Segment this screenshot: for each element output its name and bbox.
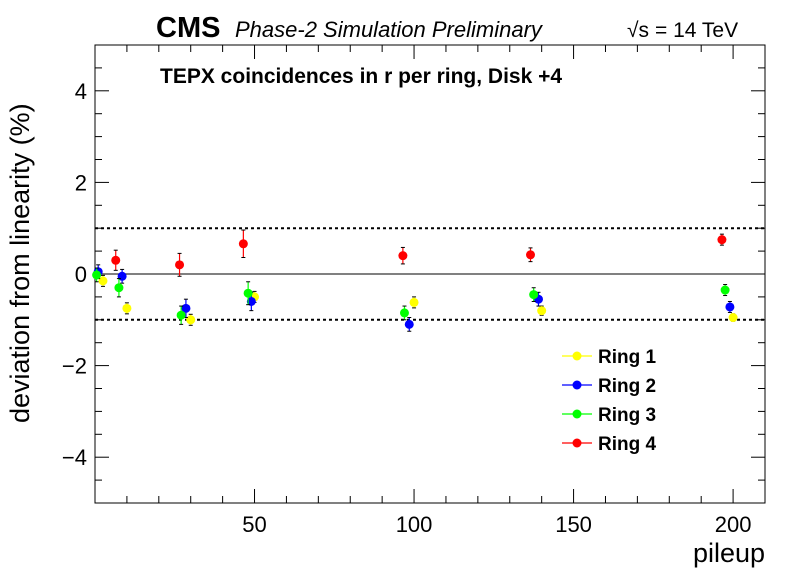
legend-marker [572, 351, 582, 361]
status-label: Phase-2 Simulation Preliminary [235, 17, 544, 42]
data-point [122, 303, 132, 313]
data-point [98, 276, 108, 286]
x-tick-label: 100 [396, 512, 433, 537]
data-point [728, 313, 738, 323]
legend-marker [572, 438, 582, 448]
data-point [238, 239, 248, 249]
data-point [720, 285, 730, 295]
series-1 [98, 274, 738, 326]
data-point [529, 290, 539, 300]
data-point [114, 283, 124, 293]
data-point [725, 302, 735, 312]
data-point [92, 270, 102, 280]
y-tick-label: −2 [62, 354, 87, 379]
data-point [398, 251, 408, 261]
data-point [186, 315, 196, 325]
series-3 [92, 267, 730, 325]
data-point [404, 319, 414, 329]
series-4 [111, 229, 727, 277]
data-point [537, 306, 547, 316]
data-point [176, 310, 186, 320]
legend: Ring 1 Ring 2 Ring 3 Ring 4 [562, 347, 656, 455]
data-point [111, 255, 121, 265]
experiment-label: CMS [156, 12, 220, 44]
data-point [399, 308, 409, 318]
legend-label: Ring 1 [598, 347, 656, 368]
y-tick-label: 4 [75, 79, 87, 104]
legend-label: Ring 4 [598, 434, 656, 455]
data-point [175, 260, 185, 270]
axis-ticks [95, 45, 765, 503]
tick-labels: 50 100 150 200 −4 −2 0 2 4 [62, 79, 752, 537]
x-tick-label: 50 [242, 512, 266, 537]
x-tick-label: 200 [715, 512, 752, 537]
legend-label: Ring 2 [598, 376, 656, 397]
data-point [246, 296, 256, 306]
y-tick-label: 2 [75, 170, 87, 195]
legend-entry: Ring 1 [562, 347, 656, 368]
legend-entry: Ring 3 [562, 405, 656, 426]
legend-entry: Ring 2 [562, 376, 656, 397]
data-point [181, 303, 191, 313]
y-tick-label: 0 [75, 262, 87, 287]
data-point [526, 250, 535, 260]
y-axis-title: deviation from linearity (%) [5, 103, 35, 423]
data-points [92, 229, 738, 332]
data-point [243, 288, 253, 298]
y-tick-label: −4 [62, 445, 87, 470]
legend-entry: Ring 4 [562, 434, 656, 455]
legend-label: Ring 3 [598, 405, 656, 426]
x-tick-label: 150 [555, 512, 592, 537]
data-point [409, 297, 419, 307]
energy-value-label: = 14 TeV [655, 19, 738, 42]
legend-marker [572, 380, 582, 390]
reference-lines [95, 227, 765, 321]
data-point [717, 235, 727, 245]
x-axis-title: pileup [693, 538, 765, 568]
energy-sqrt-label: √s [627, 19, 649, 42]
chart-title: TEPX coincidences in r per ring, Disk +4 [160, 65, 562, 88]
legend-marker [572, 409, 582, 419]
